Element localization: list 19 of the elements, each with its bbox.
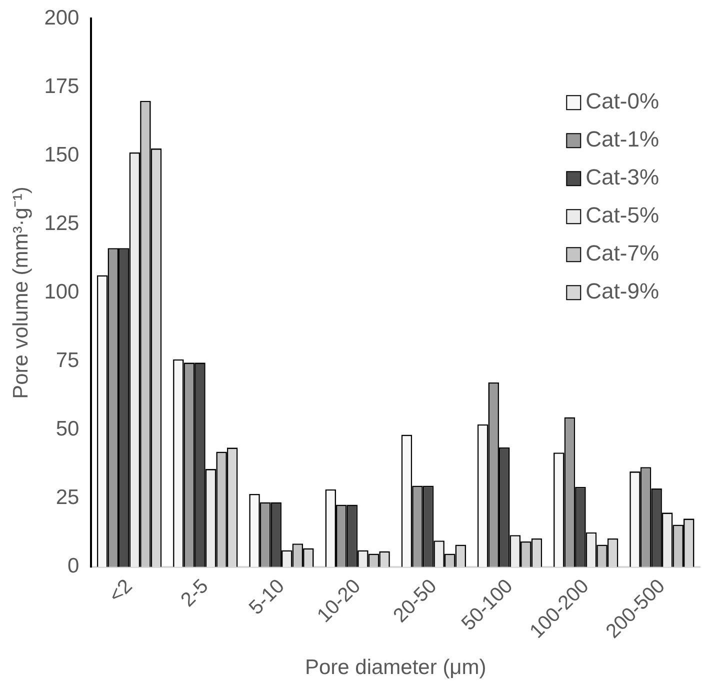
y-tick-label: 50	[56, 418, 80, 441]
x-tick-label: 2-5	[176, 575, 213, 612]
y-tick-label: 25	[56, 486, 80, 510]
y-tick-label: 125	[44, 212, 80, 236]
x-axis-title: Pore diameter (μm)	[304, 656, 486, 680]
y-tick-label: 150	[44, 143, 80, 166]
legend-label: Cat-9%	[586, 278, 659, 304]
y-tick-label: 75	[56, 349, 80, 372]
y-tick-label: 0	[68, 554, 80, 578]
legend-label: Cat-7%	[586, 240, 659, 266]
y-tick-label: 100	[44, 280, 80, 304]
legend-label: Cat-1%	[586, 126, 659, 152]
y-axis-title: Pore volume (mm³·g⁻¹)	[9, 186, 32, 399]
y-tick-label: 200	[44, 6, 80, 30]
legend-label: Cat-5%	[586, 202, 659, 228]
x-tick-label: <2	[105, 575, 137, 607]
y-tick-label: 175	[44, 74, 80, 98]
legend-label: Cat-0%	[586, 88, 659, 114]
legend-label: Cat-3%	[586, 164, 659, 190]
